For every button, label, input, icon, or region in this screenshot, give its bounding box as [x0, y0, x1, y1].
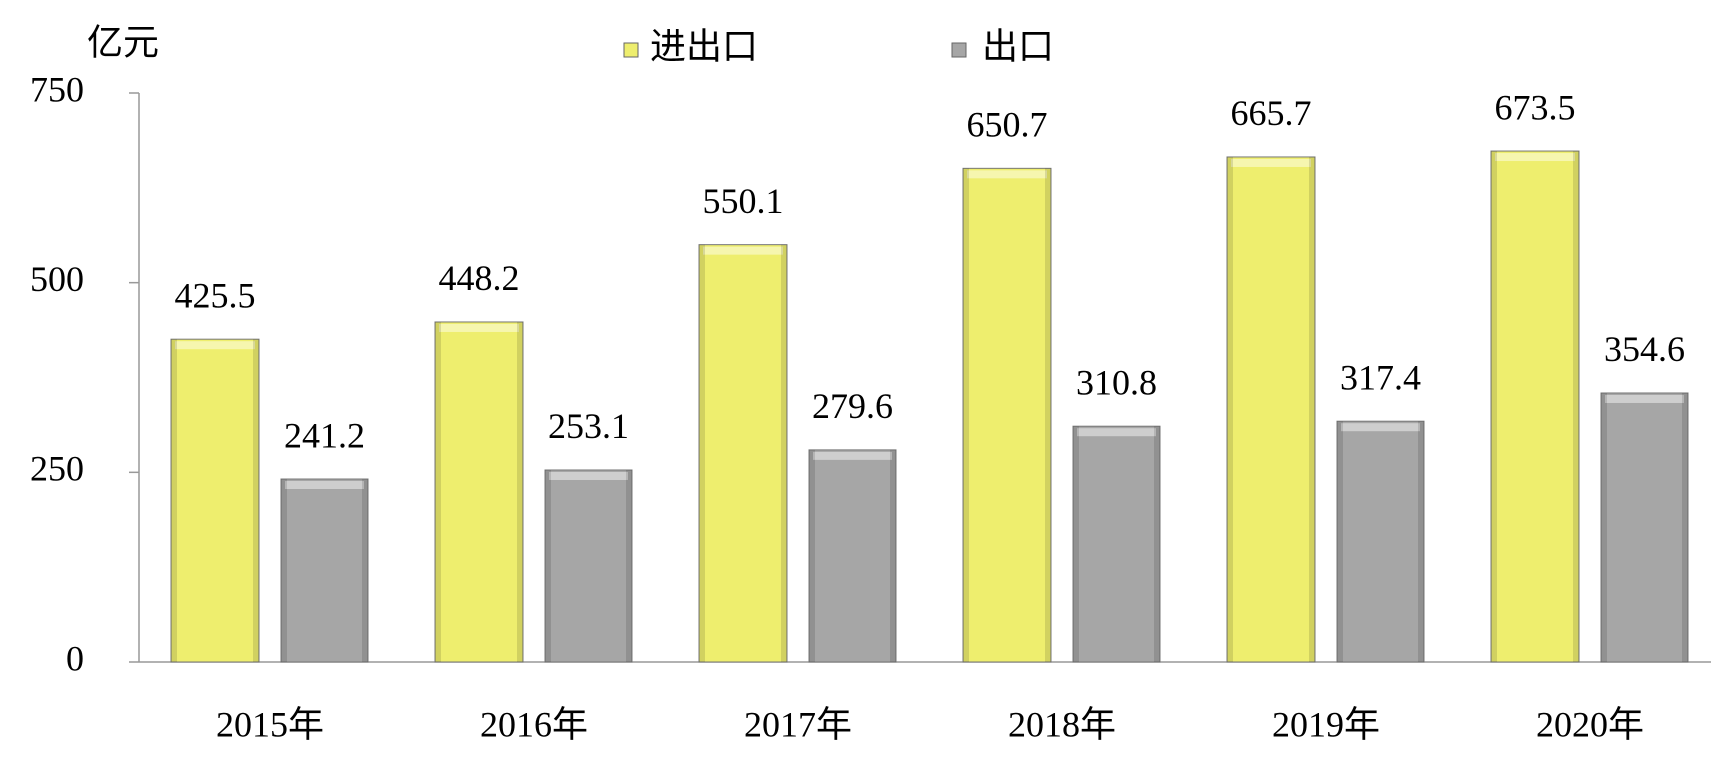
y-tick-label: 0: [66, 638, 84, 678]
bar-shade: [890, 449, 896, 662]
bar: [544, 469, 633, 663]
x-tick-label: 2020年: [1536, 704, 1644, 744]
value-label: 241.2: [284, 415, 365, 455]
y-axis-label: 亿元: [87, 22, 159, 62]
bar-highlight: [1495, 153, 1575, 162]
bar-shade: [1073, 426, 1079, 662]
value-label: 317.4: [1340, 357, 1421, 397]
bar-shade: [253, 339, 259, 662]
bar-shade: [1491, 151, 1497, 662]
y-tick-label: 750: [30, 69, 84, 109]
bar-shade: [517, 321, 523, 662]
value-label: 425.5: [175, 275, 256, 315]
value-label: 550.1: [703, 181, 784, 221]
bar-highlight: [439, 323, 519, 332]
bar-highlight: [1605, 394, 1684, 403]
legend-swatch: [951, 42, 967, 58]
x-tick-label: 2018年: [1008, 704, 1116, 744]
bar-shade: [1227, 156, 1233, 662]
legend-label: 出口: [982, 26, 1054, 66]
x-tick-label: 2019年: [1272, 704, 1380, 744]
bar-shade: [1337, 421, 1343, 662]
bar-highlight: [549, 471, 628, 480]
x-tick-label: 2015年: [216, 704, 324, 744]
bar: [280, 478, 369, 663]
bar-shade: [435, 321, 441, 662]
bar-shade: [1682, 392, 1688, 662]
value-label: 650.7: [967, 105, 1048, 145]
bar-highlight: [813, 451, 892, 460]
value-label: 279.6: [812, 386, 893, 426]
bar-shade: [781, 244, 787, 662]
bar-shade: [545, 469, 551, 662]
bar: [962, 167, 1052, 663]
value-label: 354.6: [1604, 329, 1685, 369]
bar-highlight: [967, 170, 1047, 179]
bar-shade: [809, 449, 815, 662]
legend-label: 进出口: [650, 26, 758, 66]
bar-shade: [362, 479, 368, 662]
bar: [434, 321, 524, 663]
bar-highlight: [1231, 158, 1311, 167]
legend-swatch: [623, 42, 639, 58]
bar: [170, 338, 260, 663]
bar-highlight: [175, 341, 255, 350]
bar-shade: [171, 339, 177, 662]
value-label: 310.8: [1076, 362, 1157, 402]
bar-shade: [1418, 421, 1424, 662]
bar-shade: [626, 469, 632, 662]
bar: [1336, 420, 1425, 663]
bar: [1490, 150, 1580, 663]
value-label: 673.5: [1495, 87, 1576, 127]
bar-shade: [1154, 426, 1160, 662]
bar-highlight: [703, 246, 783, 255]
bar-highlight: [1077, 428, 1156, 437]
bar-shade: [1045, 168, 1051, 662]
bar-shade: [1309, 156, 1315, 662]
value-label: 253.1: [548, 406, 629, 446]
bar: [1226, 156, 1316, 663]
bar-highlight: [1341, 423, 1420, 432]
bar-shade: [699, 244, 705, 662]
bar: [1072, 425, 1161, 663]
x-tick-label: 2017年: [744, 704, 852, 744]
value-label: 665.7: [1231, 93, 1312, 133]
bar: [808, 449, 897, 663]
bar-shade: [281, 479, 287, 662]
y-tick-label: 500: [30, 259, 84, 299]
x-tick-label: 2016年: [480, 704, 588, 744]
bar: [1600, 392, 1689, 663]
bar-shade: [1601, 392, 1607, 662]
bar: [698, 244, 788, 663]
bar-shade: [963, 168, 969, 662]
value-label: 448.2: [439, 258, 520, 298]
bar-shade: [1573, 151, 1579, 662]
bar-highlight: [285, 481, 364, 490]
y-tick-label: 250: [30, 449, 84, 489]
